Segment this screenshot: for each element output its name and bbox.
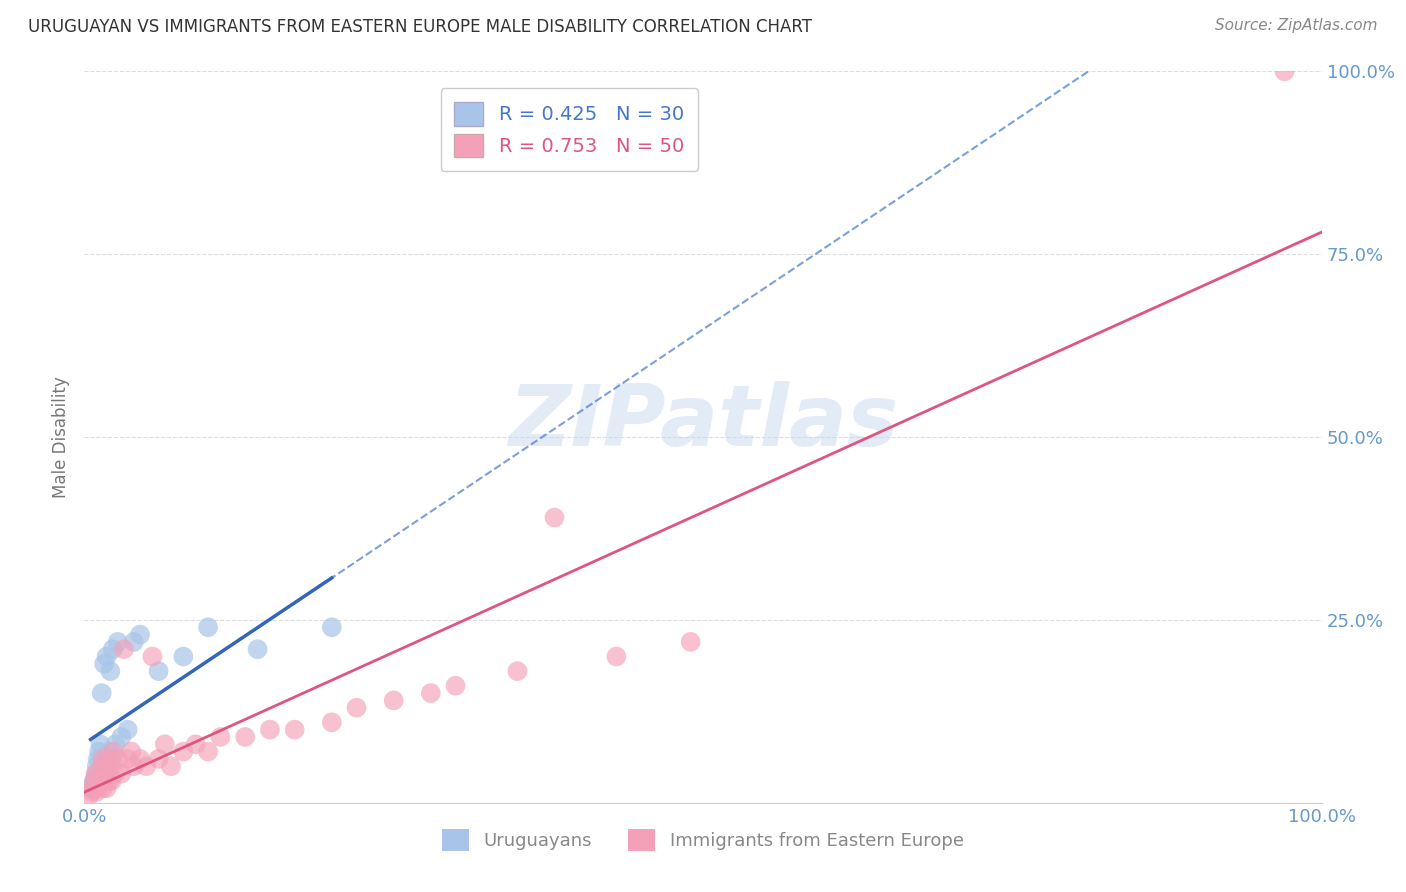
Point [172,649,194,664]
Point [79,789,101,803]
Point [104,737,127,751]
Point [117,752,139,766]
Point [84,766,107,780]
Point [100,773,122,788]
Point [98,773,121,788]
Point [122,759,145,773]
Point [259,723,281,737]
Point [321,620,343,634]
Point [89,773,111,788]
Point [107,635,129,649]
Point [93,773,115,788]
Point [98,664,121,678]
Point [82,781,104,796]
Point [100,752,122,766]
Point [605,649,627,664]
Point [233,730,256,744]
Point [184,737,207,751]
Point [82,778,104,792]
Point [135,759,157,773]
Point [96,752,118,766]
Point [90,686,112,700]
Point [94,759,117,773]
Point [96,649,118,664]
Point [94,766,117,780]
Point [104,766,127,780]
Point [87,752,110,766]
Point [101,642,124,657]
Point [107,752,129,766]
Y-axis label: Male Disability: Male Disability [52,376,70,498]
Point [89,737,111,751]
Point [90,759,112,773]
Point [148,664,170,678]
Text: URUGUAYAN VS IMMIGRANTS FROM EASTERN EUROPE MALE DISABILITY CORRELATION CHART: URUGUAYAN VS IMMIGRANTS FROM EASTERN EUR… [28,18,813,36]
Point [543,510,565,524]
Point [110,730,132,744]
Point [120,745,142,759]
Point [83,773,105,788]
Point [97,752,120,766]
Point [1274,64,1296,78]
Point [321,715,343,730]
Text: ZIPatlas: ZIPatlas [508,381,898,464]
Point [153,737,176,751]
Point [110,766,132,780]
Point [246,642,269,657]
Point [197,745,219,759]
Point [89,778,111,792]
Point [91,752,114,766]
Text: Source: ZipAtlas.com: Source: ZipAtlas.com [1215,18,1378,33]
Point [160,759,183,773]
Point [79,781,101,796]
Point [209,730,232,744]
Point [89,745,111,759]
Point [129,627,152,641]
Point [444,679,467,693]
Point [86,766,108,780]
Point [86,785,108,799]
Point [122,635,145,649]
Point [98,759,121,773]
Point [80,785,103,799]
Point [141,649,163,664]
Point [112,642,135,657]
Point [96,781,118,796]
Point [83,773,105,788]
Point [172,745,194,759]
Point [84,770,107,784]
Point [679,635,702,649]
Point [101,745,124,759]
Point [93,657,115,671]
Legend: Uruguayans, Immigrants from Eastern Europe: Uruguayans, Immigrants from Eastern Euro… [433,820,973,860]
Point [148,752,170,766]
Point [346,700,368,714]
Point [87,781,110,796]
Point [284,723,307,737]
Point [91,781,114,796]
Point [129,752,152,766]
Point [98,745,121,759]
Point [419,686,441,700]
Point [117,723,139,737]
Point [506,664,529,678]
Point [91,773,114,788]
Point [86,759,108,773]
Point [197,620,219,634]
Point [382,693,405,707]
